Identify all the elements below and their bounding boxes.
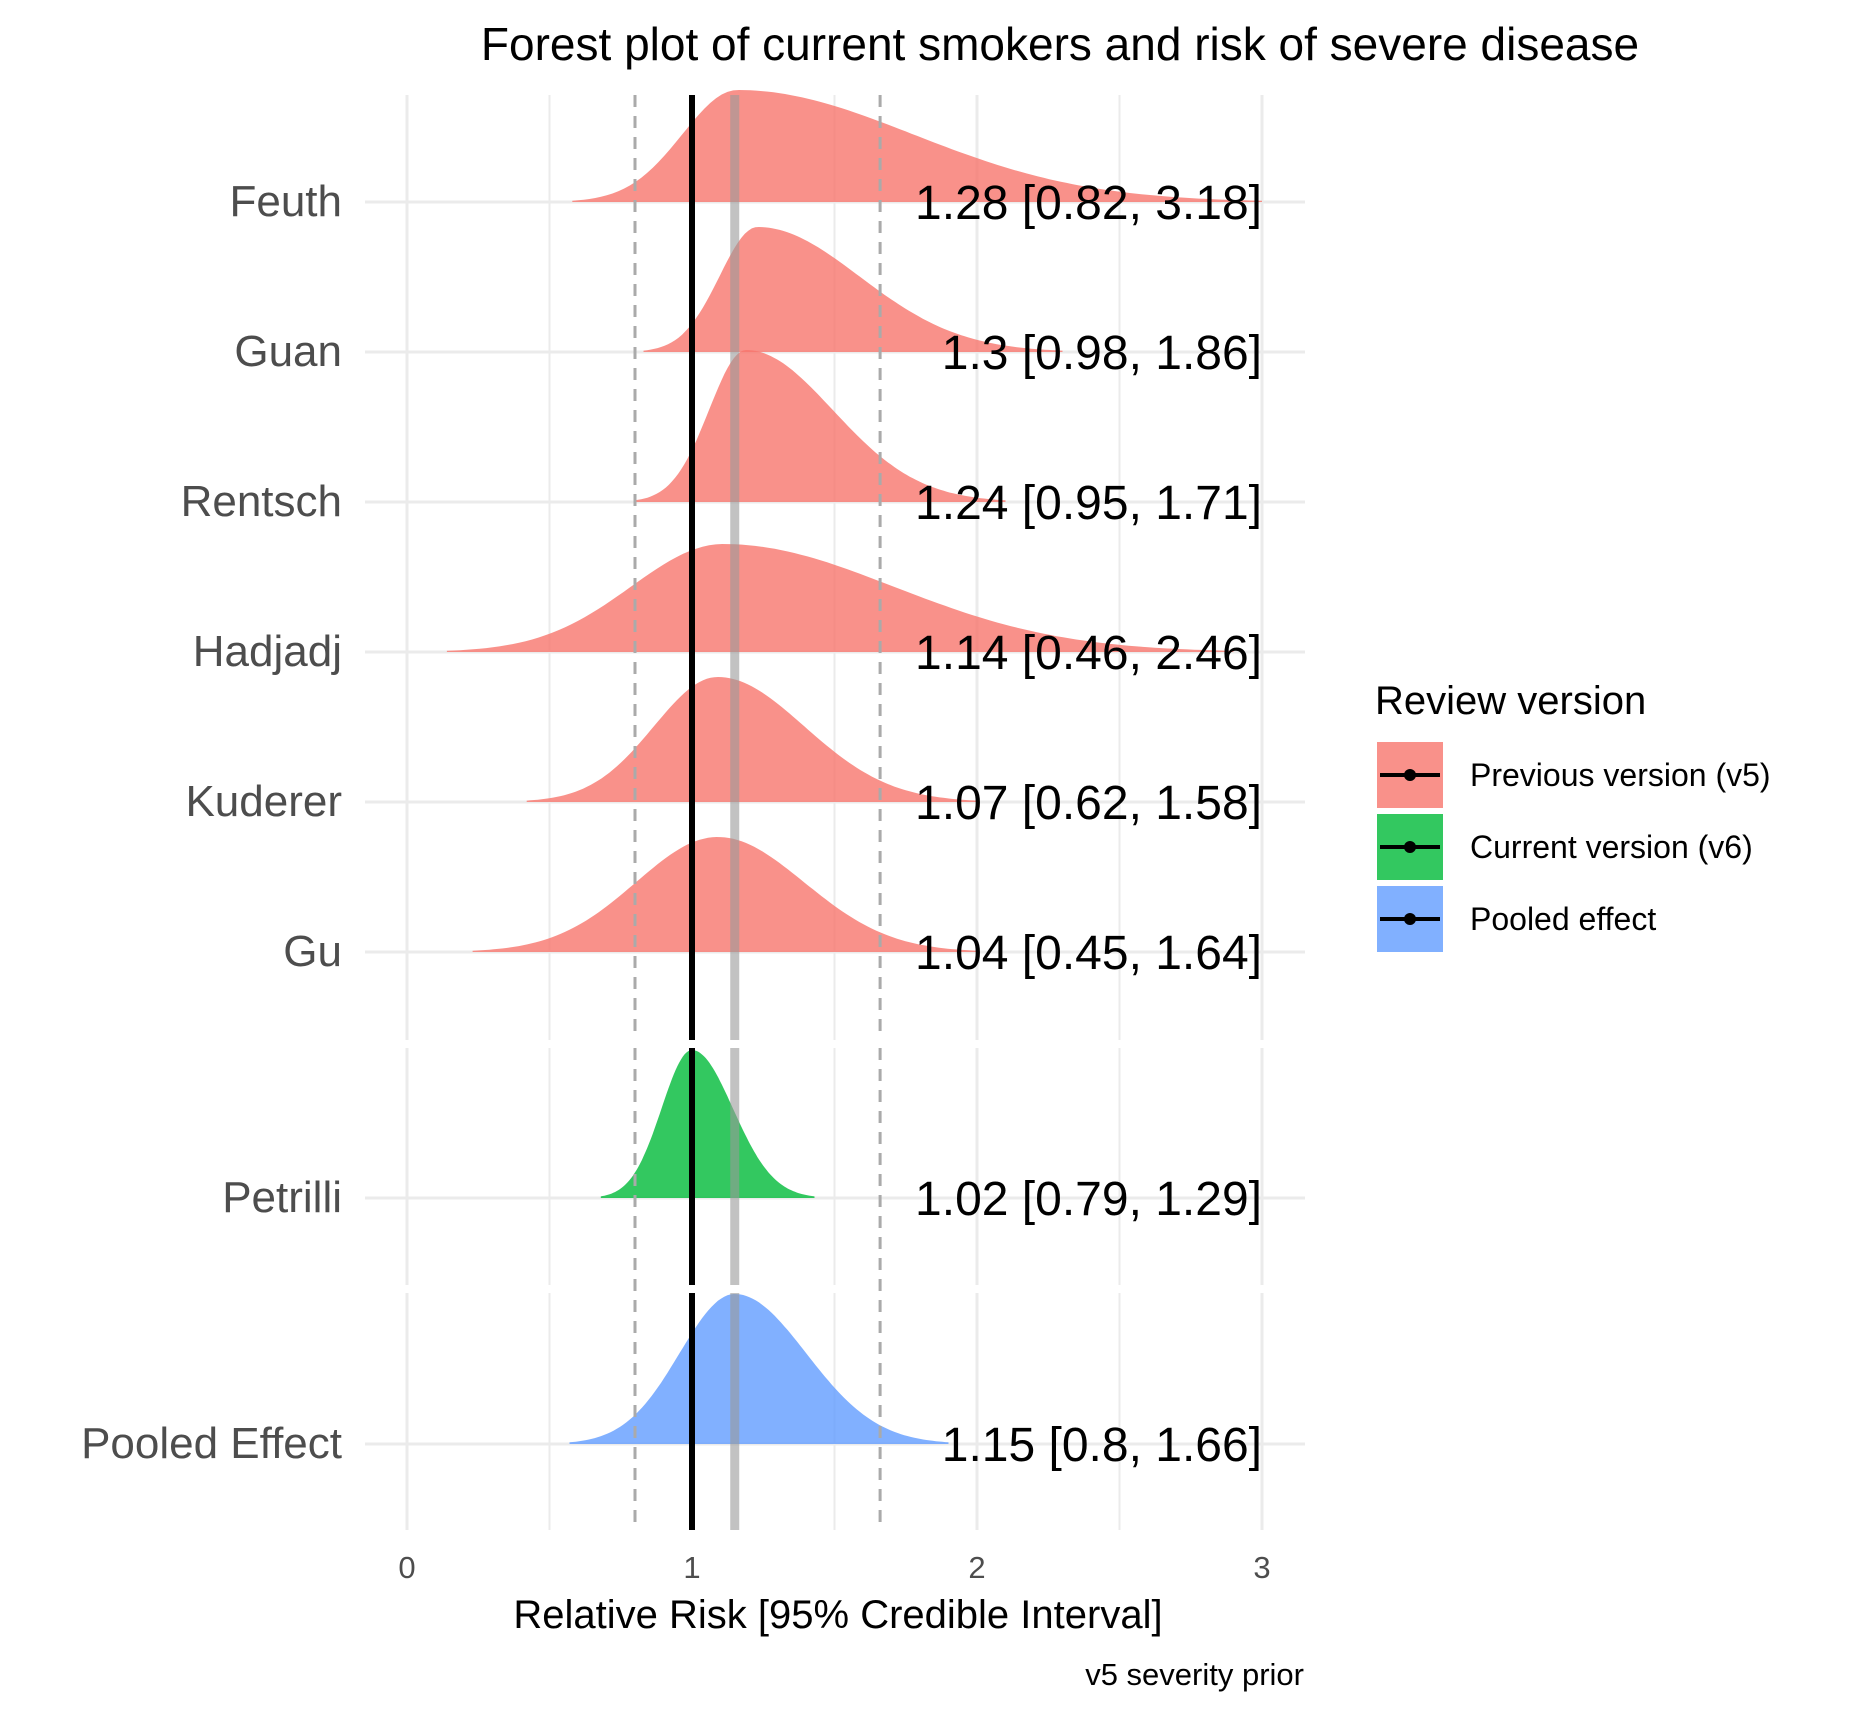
- legend-key: [1377, 814, 1443, 880]
- x-axis-label: Relative Risk [95% Credible Interval]: [513, 1593, 1162, 1637]
- estimate-labels: 1.28 [0.82, 3.18] 1.3 [0.98, 1.86] 1.24 [0…: [915, 177, 1262, 1472]
- study-label: Gu: [283, 927, 342, 976]
- estimate-label: 1.04 [0.45, 1.64]: [915, 927, 1262, 980]
- study-label: Guan: [234, 327, 342, 376]
- estimate-label: 1.15 [0.8, 1.66]: [942, 1419, 1262, 1472]
- density-rentsch: [635, 350, 1006, 502]
- chart-title: Forest plot of current smokers and risk …: [481, 18, 1639, 70]
- minor-gridlines: [548, 95, 1121, 1530]
- density-kuderer: [526, 677, 977, 802]
- density-gu: [472, 837, 977, 952]
- density-guan: [643, 227, 1063, 352]
- x-tick-label: 3: [1253, 1550, 1270, 1585]
- study-label: Rentsch: [181, 477, 342, 526]
- reference-lines: [633, 95, 882, 1530]
- density-feuth: [572, 90, 1262, 202]
- density-curves: [446, 90, 1262, 1444]
- density-hadjadj: [446, 544, 1234, 652]
- legend-key: [1377, 886, 1443, 952]
- estimate-label: 1.3 [0.98, 1.86]: [942, 327, 1262, 380]
- study-label: Pooled Effect: [81, 1419, 342, 1468]
- study-label: Feuth: [229, 177, 342, 226]
- estimate-label: 1.02 [0.79, 1.29]: [915, 1173, 1262, 1226]
- x-tick-label: 2: [968, 1550, 985, 1585]
- estimate-label: 1.14 [0.46, 2.46]: [915, 627, 1262, 680]
- estimate-label: 1.24 [0.95, 1.71]: [915, 477, 1262, 530]
- legend-title: Review version: [1375, 679, 1646, 723]
- study-labels: Feuth Guan Rentsch Hadjadj Kuderer Gu Petrilli…: [81, 177, 342, 1468]
- legend-key: [1377, 742, 1443, 808]
- estimate-label: 1.07 [0.62, 1.58]: [915, 777, 1262, 830]
- legend-label: Current version (v6): [1470, 829, 1753, 865]
- density-petrilli: [600, 1050, 815, 1198]
- study-label: Petrilli: [222, 1173, 342, 1222]
- x-tick-label: 0: [398, 1550, 415, 1585]
- estimate-label: 1.28 [0.82, 3.18]: [915, 177, 1262, 230]
- legend-label: Pooled effect: [1470, 901, 1656, 937]
- caption: v5 severity prior: [1085, 1657, 1304, 1692]
- legend: Review version Previous version (v5) Curr…: [1375, 679, 1771, 952]
- x-tick-label: 1: [683, 1550, 700, 1585]
- density-pooled-effect: [569, 1294, 949, 1444]
- study-label: Kuderer: [185, 777, 342, 826]
- x-axis-ticks: 0 1 2 3: [398, 1550, 1270, 1585]
- study-label: Hadjadj: [193, 627, 342, 676]
- legend-label: Previous version (v5): [1470, 757, 1771, 793]
